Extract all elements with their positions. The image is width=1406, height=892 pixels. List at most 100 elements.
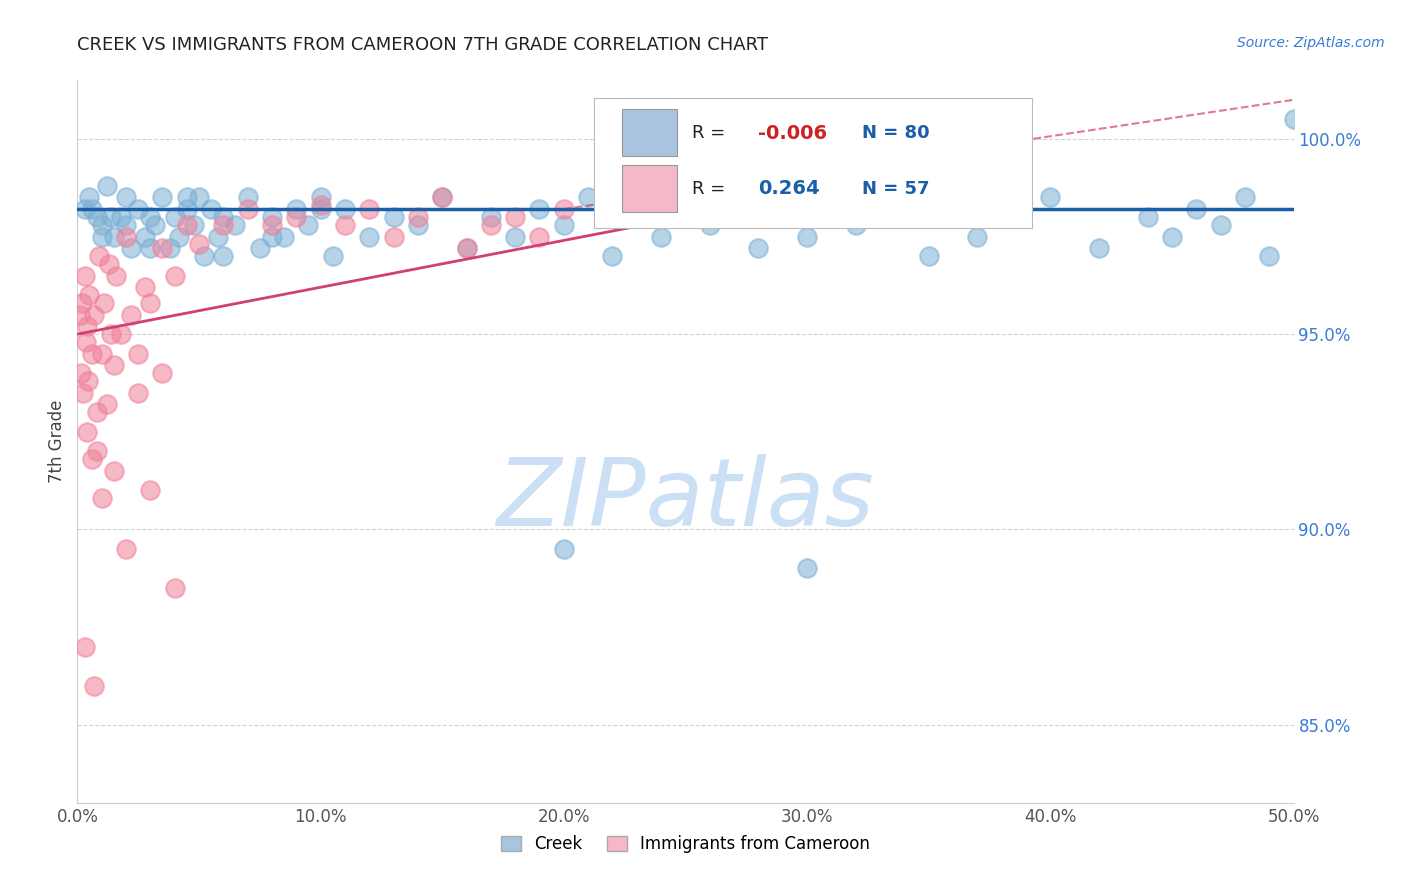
Point	[747, 241, 769, 255]
Bar	[623, 165, 676, 211]
Point	[869, 190, 891, 204]
Text: -0.006: -0.006	[758, 123, 828, 143]
Point	[553, 541, 575, 556]
Point	[127, 346, 149, 360]
Point	[456, 241, 478, 255]
Point	[1088, 241, 1111, 255]
Point	[73, 268, 96, 283]
Point	[75, 334, 97, 349]
Point	[990, 210, 1012, 224]
Text: R =: R =	[692, 179, 724, 198]
Point	[236, 202, 259, 216]
Point	[90, 218, 112, 232]
Point	[820, 202, 842, 216]
Point	[796, 561, 818, 575]
Point	[163, 581, 186, 595]
Point	[382, 229, 405, 244]
Point	[152, 366, 174, 380]
Point	[212, 218, 235, 232]
Point	[188, 190, 211, 204]
Point	[139, 210, 162, 224]
FancyBboxPatch shape	[595, 98, 1032, 228]
Point	[134, 229, 156, 244]
Point	[456, 241, 478, 255]
Point	[76, 319, 98, 334]
Point	[1039, 190, 1062, 204]
Point	[430, 190, 453, 204]
Point	[359, 202, 381, 216]
Point	[115, 218, 138, 232]
Point	[553, 202, 575, 216]
Point	[260, 229, 283, 244]
Point	[100, 210, 122, 224]
Point	[152, 241, 174, 255]
Point	[626, 202, 648, 216]
Point	[127, 202, 149, 216]
Point	[1233, 190, 1256, 204]
Point	[176, 218, 198, 232]
Point	[285, 202, 308, 216]
Y-axis label: 7th Grade: 7th Grade	[48, 400, 66, 483]
Point	[72, 385, 94, 400]
Point	[260, 218, 283, 232]
Text: R =: R =	[692, 124, 724, 142]
Point	[103, 229, 125, 244]
Point	[322, 249, 344, 263]
Point	[212, 249, 235, 263]
Point	[529, 229, 551, 244]
Point	[430, 190, 453, 204]
Point	[1258, 249, 1281, 263]
Text: N = 80: N = 80	[862, 124, 929, 142]
Point	[188, 237, 211, 252]
Point	[309, 202, 332, 216]
Text: 0.264: 0.264	[758, 179, 820, 198]
Point	[1136, 210, 1159, 224]
Point	[207, 229, 229, 244]
Point	[79, 288, 101, 302]
Point	[80, 202, 103, 216]
Point	[163, 268, 186, 283]
Point	[236, 190, 259, 204]
Point	[70, 366, 93, 380]
Point	[260, 210, 283, 224]
Point	[105, 268, 128, 283]
Point	[772, 210, 794, 224]
Point	[602, 249, 624, 263]
Point	[90, 346, 112, 360]
Point	[90, 491, 112, 505]
Point	[97, 257, 120, 271]
Point	[503, 229, 526, 244]
Point	[576, 190, 599, 204]
Point	[359, 229, 381, 244]
Point	[942, 202, 965, 216]
Point	[83, 679, 105, 693]
Point	[115, 190, 138, 204]
Point	[90, 229, 112, 244]
Point	[406, 210, 429, 224]
Point	[100, 327, 122, 342]
Point	[73, 202, 96, 216]
Point	[1209, 218, 1232, 232]
Point	[1282, 112, 1305, 127]
Point	[89, 249, 111, 263]
Point	[796, 229, 818, 244]
Point	[529, 202, 551, 216]
Point	[966, 229, 988, 244]
Point	[127, 385, 149, 400]
Point	[134, 280, 156, 294]
Text: ZIPatlas: ZIPatlas	[496, 454, 875, 545]
Point	[169, 229, 191, 244]
Point	[96, 397, 118, 411]
Text: N = 57: N = 57	[862, 179, 929, 198]
Point	[699, 218, 721, 232]
Point	[1185, 202, 1208, 216]
Text: CREEK VS IMMIGRANTS FROM CAMEROON 7TH GRADE CORRELATION CHART: CREEK VS IMMIGRANTS FROM CAMEROON 7TH GR…	[77, 36, 768, 54]
Point	[176, 190, 198, 204]
Text: Source: ZipAtlas.com: Source: ZipAtlas.com	[1237, 36, 1385, 50]
Point	[918, 249, 941, 263]
Point	[79, 190, 101, 204]
Point	[120, 241, 142, 255]
Point	[120, 308, 142, 322]
Point	[212, 210, 235, 224]
Point	[83, 308, 105, 322]
